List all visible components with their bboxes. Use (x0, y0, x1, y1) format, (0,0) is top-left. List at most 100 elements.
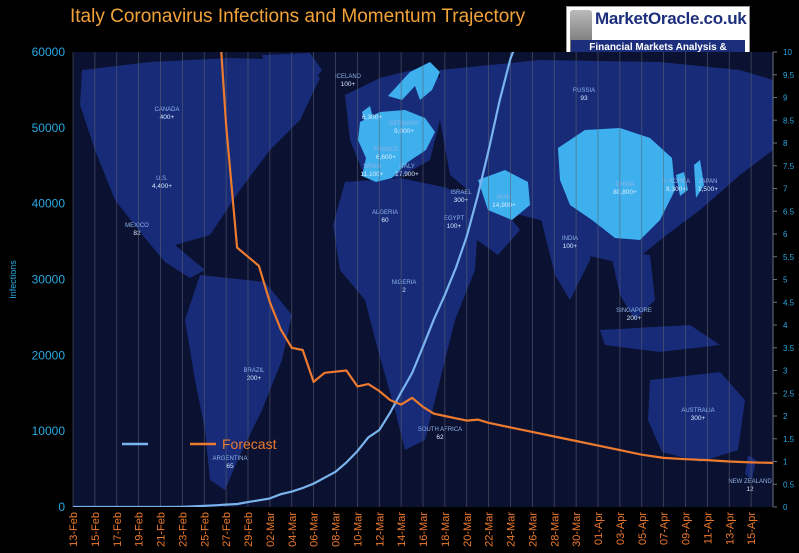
map-label-name: INDIA (562, 236, 578, 242)
iran-highlight (478, 170, 530, 220)
series-group (73, 52, 773, 507)
africa-shape (333, 178, 478, 450)
y2-tick-label: 0 (783, 503, 788, 512)
x-tick-label: 18-Mar (440, 512, 452, 547)
x-tick-label: 25-Feb (199, 512, 211, 547)
y2-tick-label: 2.5 (783, 389, 795, 398)
map-label-name: RUSSIA (573, 88, 595, 94)
map-label-value: 27,900+ (395, 171, 419, 178)
map-label-name: S. KOREA (662, 179, 690, 185)
y2-tick-label: 3.5 (783, 344, 795, 353)
logo-main-text: MarketOracle.co.uk (595, 9, 747, 28)
x-tick-label: 13-Feb (68, 512, 80, 547)
map-label-name: EGYPT (444, 216, 465, 222)
map-label-name: AUSTRALIA (681, 408, 714, 414)
y2-tick-label: 4 (783, 321, 788, 330)
map-label-value: 100+ (447, 223, 462, 230)
map-label-name: SPAIN (363, 164, 381, 170)
map-label-value: 200+ (627, 315, 642, 322)
map-label-name: ISRAEL (450, 190, 472, 196)
x-tick-label: 09-Apr (681, 512, 693, 545)
y2-tick-label: 5 (783, 276, 788, 285)
map-label-name: ALGERIA (372, 210, 398, 216)
y2-tick-label: 3 (783, 367, 788, 376)
korea-highlight (676, 172, 688, 196)
x-tick-label: 07-Apr (659, 512, 671, 545)
x-tick-label: 08-Mar (331, 512, 343, 547)
y-tick-label: 50000 (32, 121, 66, 135)
map-label-value: 80,800+ (613, 189, 637, 196)
map-label-value: 400+ (160, 114, 175, 121)
y2-tick-label: 10 (783, 48, 792, 57)
map-label-value: 62 (436, 434, 444, 441)
map-label-value: 4,400+ (152, 183, 172, 190)
map-label-value: 8,300+ (666, 186, 686, 193)
europe-highlight (358, 110, 435, 182)
map-label-name: GERMANY (389, 121, 419, 127)
map-label-name: SINGAPORE (616, 308, 652, 314)
map-label-name: NEW ZEALAND (728, 479, 772, 485)
y-axis-label: Infections (8, 260, 18, 299)
x-tick-label: 26-Mar (527, 512, 539, 547)
map-label-value: 2 (402, 287, 406, 294)
forecast-line (220, 52, 773, 464)
y-tick-label: 20000 (32, 348, 66, 362)
y2-tick-label: 0.5 (783, 480, 795, 489)
x-tick-label: 22-Mar (484, 512, 496, 547)
y2-tick-label: 4.5 (783, 298, 795, 307)
map-label-value: 65 (226, 463, 234, 470)
x-tick-label: 29-Feb (243, 512, 255, 547)
x-tick-label: 15-Feb (90, 512, 102, 547)
x-tick-label: 27-Feb (221, 512, 233, 547)
x-tick-label: 20-Mar (462, 512, 474, 547)
map-label-name: JAPAN (699, 179, 718, 185)
x-tick-label: 01-Apr (593, 512, 605, 545)
x-tick-label: 17-Feb (112, 512, 124, 547)
map-label-name: SOUTH AFRICA (418, 427, 462, 433)
x-tick-label: 15-Apr (746, 512, 758, 545)
china-highlight (558, 128, 675, 240)
x-tick-label: 24-Mar (506, 512, 518, 547)
y-tick-label: 10000 (32, 424, 66, 438)
map-label-value: 93 (580, 95, 588, 102)
x-tick-label: 03-Apr (615, 512, 627, 545)
north-america-shape (80, 58, 320, 245)
japan-highlight (694, 160, 704, 198)
map-label-value: 300+ (454, 197, 469, 204)
x-tick-label: 04-Mar (287, 512, 299, 547)
x-tick-label: 02-Mar (265, 512, 277, 547)
south-america-shape (185, 275, 292, 490)
map-label-value: 300+ (691, 415, 706, 422)
x-tick-label: 05-Apr (637, 512, 649, 545)
map-label-value: 9,000+ (394, 128, 414, 135)
map-label-name: IRAN (497, 195, 511, 201)
map-label-name: NIGERIA (392, 280, 417, 286)
y2-tick-label: 8 (783, 139, 788, 148)
y-tick-label: 40000 (32, 197, 66, 211)
map-label-value: 60 (381, 217, 389, 224)
x-tick-label: 28-Mar (549, 512, 561, 547)
x-tick-label: 14-Mar (396, 512, 408, 547)
legend: Forecast (122, 436, 277, 452)
map-label-name: CHINA (616, 182, 635, 188)
arabia-shape (450, 190, 520, 255)
uk-highlight (362, 106, 374, 128)
x-tick-label: 16-Mar (418, 512, 430, 547)
y-tick-label: 0 (58, 500, 65, 514)
x-tick-label: 12-Mar (374, 512, 386, 547)
y2-tick-label: 7.5 (783, 162, 795, 171)
infections-line (73, 52, 515, 507)
y2-tick-label: 1 (783, 458, 788, 467)
indonesia-shape (600, 325, 720, 352)
central-america-shape (140, 232, 205, 278)
map-label-value: 200+ (247, 375, 262, 382)
y-tick-label: 60000 (32, 45, 66, 59)
x-tick-label: 13-Apr (724, 512, 736, 545)
map-label-value: 100+ (341, 81, 356, 88)
y2-tick-label: 9 (783, 94, 788, 103)
map-label-name: ICELAND (335, 74, 362, 80)
australia-shape (648, 372, 745, 462)
map-label-name: MEXICO (125, 223, 149, 229)
